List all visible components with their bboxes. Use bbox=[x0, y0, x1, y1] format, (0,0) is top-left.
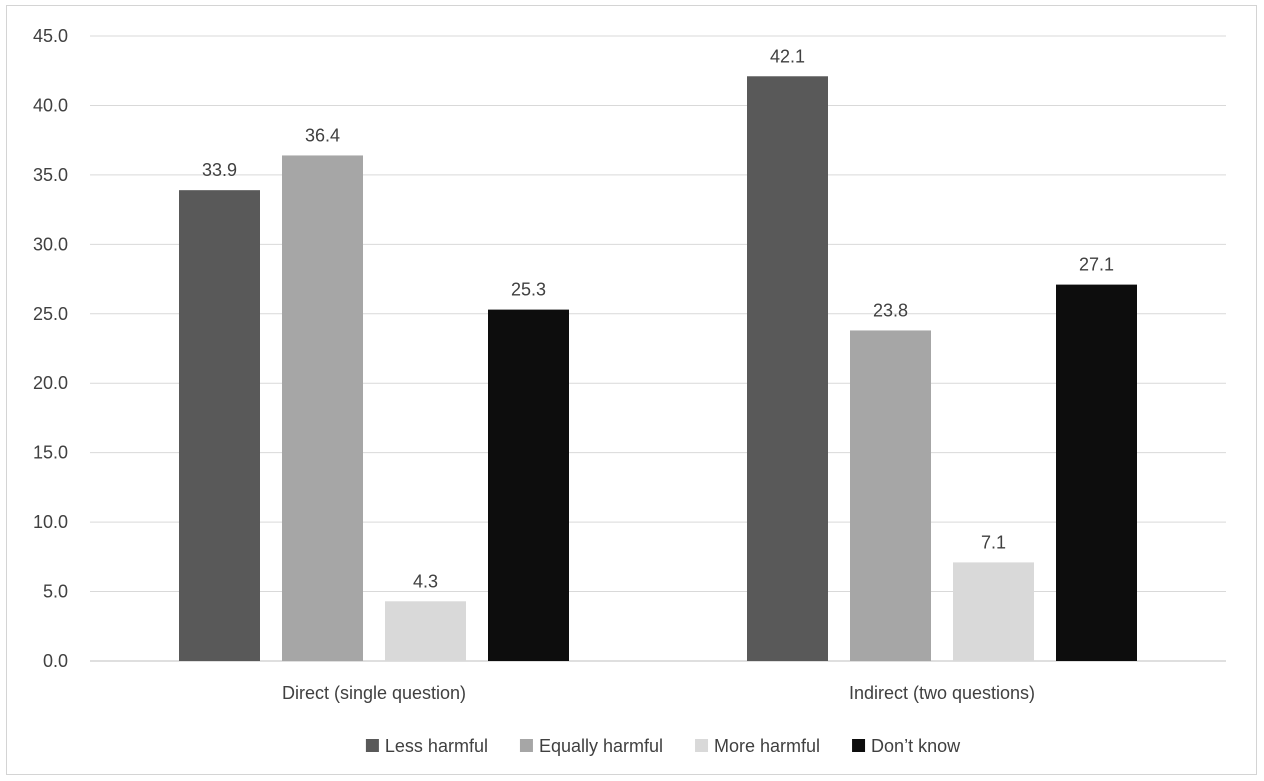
bar-more-harmful-1 bbox=[385, 601, 466, 661]
data-label: 23.8 bbox=[873, 300, 908, 320]
data-label: 7.1 bbox=[981, 532, 1006, 552]
legend-swatch bbox=[695, 739, 709, 752]
y-axis-tick-labels: 0.0 5.0 10.0 15.0 20.0 25.0 30.0 35.0 40.0 45.0 bbox=[33, 26, 68, 671]
bar-don-t-know-1 bbox=[488, 309, 569, 661]
y-tick-label: 15.0 bbox=[33, 443, 68, 463]
x-category-label: Direct (single question) bbox=[282, 683, 466, 703]
bar-less-harmful-2 bbox=[747, 76, 828, 662]
data-label: 27.1 bbox=[1079, 255, 1114, 275]
legend-label: Don’t know bbox=[871, 736, 961, 756]
y-tick-label: 10.0 bbox=[33, 512, 68, 532]
legend-label: More harmful bbox=[714, 736, 820, 756]
data-label: 42.1 bbox=[770, 46, 805, 66]
bar-equally-harmful-2 bbox=[850, 330, 931, 661]
data-label: 4.3 bbox=[413, 571, 438, 591]
data-label: 25.3 bbox=[511, 280, 546, 300]
x-category-label: Indirect (two questions) bbox=[849, 683, 1035, 703]
gridlines bbox=[90, 35, 1226, 662]
y-tick-label: 35.0 bbox=[33, 165, 68, 185]
y-tick-label: 30.0 bbox=[33, 234, 68, 254]
bar-don-t-know-2 bbox=[1056, 284, 1137, 661]
y-tick-label: 40.0 bbox=[33, 95, 68, 115]
x-axis-category-labels: Direct (single question) Indirect (two qu… bbox=[282, 683, 1035, 703]
legend-swatch bbox=[852, 739, 866, 752]
y-tick-label: 20.0 bbox=[33, 373, 68, 393]
y-tick-label: 25.0 bbox=[33, 304, 68, 324]
bar-more-harmful-2 bbox=[953, 562, 1034, 661]
y-tick-label: 5.0 bbox=[43, 582, 68, 602]
bar-equally-harmful-1 bbox=[282, 155, 363, 661]
bar-less-harmful-1 bbox=[179, 190, 260, 661]
legend: Less harmful Equally harmful More harmful D… bbox=[365, 736, 961, 756]
legend-swatch bbox=[519, 739, 533, 752]
data-label: 33.9 bbox=[202, 160, 237, 180]
data-label: 36.4 bbox=[305, 125, 340, 145]
y-tick-label: 0.0 bbox=[43, 651, 68, 671]
legend-swatch bbox=[365, 739, 379, 752]
y-tick-label: 45.0 bbox=[33, 26, 68, 46]
data-labels: 33.9 36.4 4.3 25.3 42.1 23.8 7.1 27.1 bbox=[202, 46, 1114, 591]
legend-label: Equally harmful bbox=[539, 736, 663, 756]
bars bbox=[179, 76, 1137, 662]
legend-label: Less harmful bbox=[385, 736, 488, 756]
